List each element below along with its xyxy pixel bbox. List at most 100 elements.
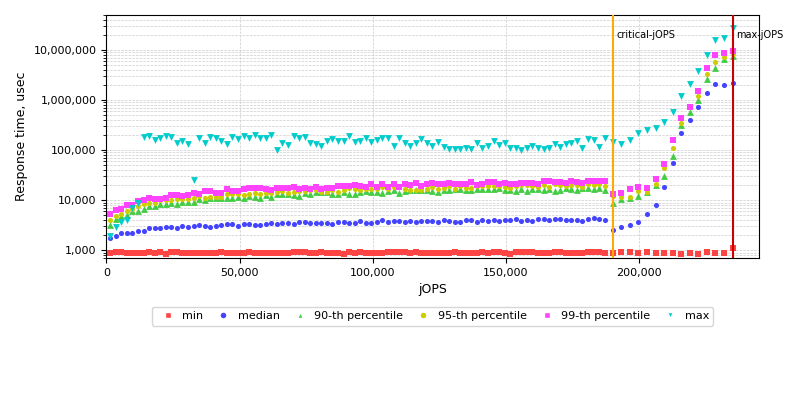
Point [537,216,550,222]
Point [310,250,322,256]
Point [226,188,239,194]
Point [404,182,417,188]
Point [606,193,619,200]
Point [498,180,511,186]
Point [387,184,400,190]
Point [176,250,189,256]
Point [132,208,145,214]
Point [493,182,506,189]
Point [321,189,334,195]
Point [187,198,200,205]
Point [701,90,714,96]
Point [649,181,662,187]
Point [482,218,494,224]
Point [221,221,234,227]
Point [221,250,234,256]
Point [110,216,122,223]
Point [242,193,255,199]
Point [126,250,139,256]
Point [198,197,211,203]
Point [259,192,272,199]
Point [465,185,478,192]
Point [315,142,328,149]
Point [675,122,688,128]
Point [226,221,239,227]
Point [121,249,134,256]
Point [565,216,578,223]
Point [526,183,539,190]
Point [210,135,222,141]
Point [666,160,679,166]
Point [421,186,434,192]
Point [187,250,200,256]
Point [649,176,662,182]
Point [210,223,222,229]
Point [532,216,545,222]
Point [582,215,594,222]
Point [304,140,317,146]
Point [159,250,172,257]
Point [354,187,366,193]
Point [232,188,245,194]
Point [593,181,606,188]
Point [548,179,561,185]
Point [548,216,561,222]
Point [554,143,566,150]
Point [293,193,306,200]
Point [487,137,500,144]
Point [254,195,266,201]
Point [459,145,472,152]
Point [226,250,239,256]
Point [623,186,636,192]
Point [459,187,472,194]
Point [159,133,172,139]
Point [254,185,266,192]
Point [232,191,245,198]
Point [582,184,594,191]
Point [187,195,200,201]
Point [559,250,572,256]
Point [115,210,128,217]
Point [204,194,217,200]
Point [487,249,500,255]
Point [709,64,722,71]
Point [442,186,455,193]
Point [342,183,355,189]
Point [376,135,389,141]
Point [623,195,636,201]
Point [342,249,355,255]
Point [515,147,528,153]
Point [337,219,350,225]
Point [348,220,361,226]
Point [692,93,705,100]
Point [598,250,611,256]
Point [641,126,654,133]
Point [437,144,450,150]
Point [393,249,406,255]
Point [570,187,583,193]
Point [237,186,250,192]
Point [154,135,166,141]
Point [115,230,128,236]
Point [701,65,714,71]
Point [265,132,278,138]
Point [354,138,366,144]
Point [310,187,322,193]
Point [649,250,662,256]
Point [404,218,417,224]
Point [649,182,662,188]
Point [310,220,322,226]
Point [337,189,350,195]
Point [398,188,411,195]
Point [193,193,206,199]
Point [276,250,289,256]
Point [593,216,606,222]
Point [242,221,255,228]
Point [321,185,334,191]
Point [641,249,654,256]
Point [470,186,483,192]
Point [448,186,461,192]
Point [321,189,334,196]
Point [709,250,722,256]
Point [182,141,194,148]
